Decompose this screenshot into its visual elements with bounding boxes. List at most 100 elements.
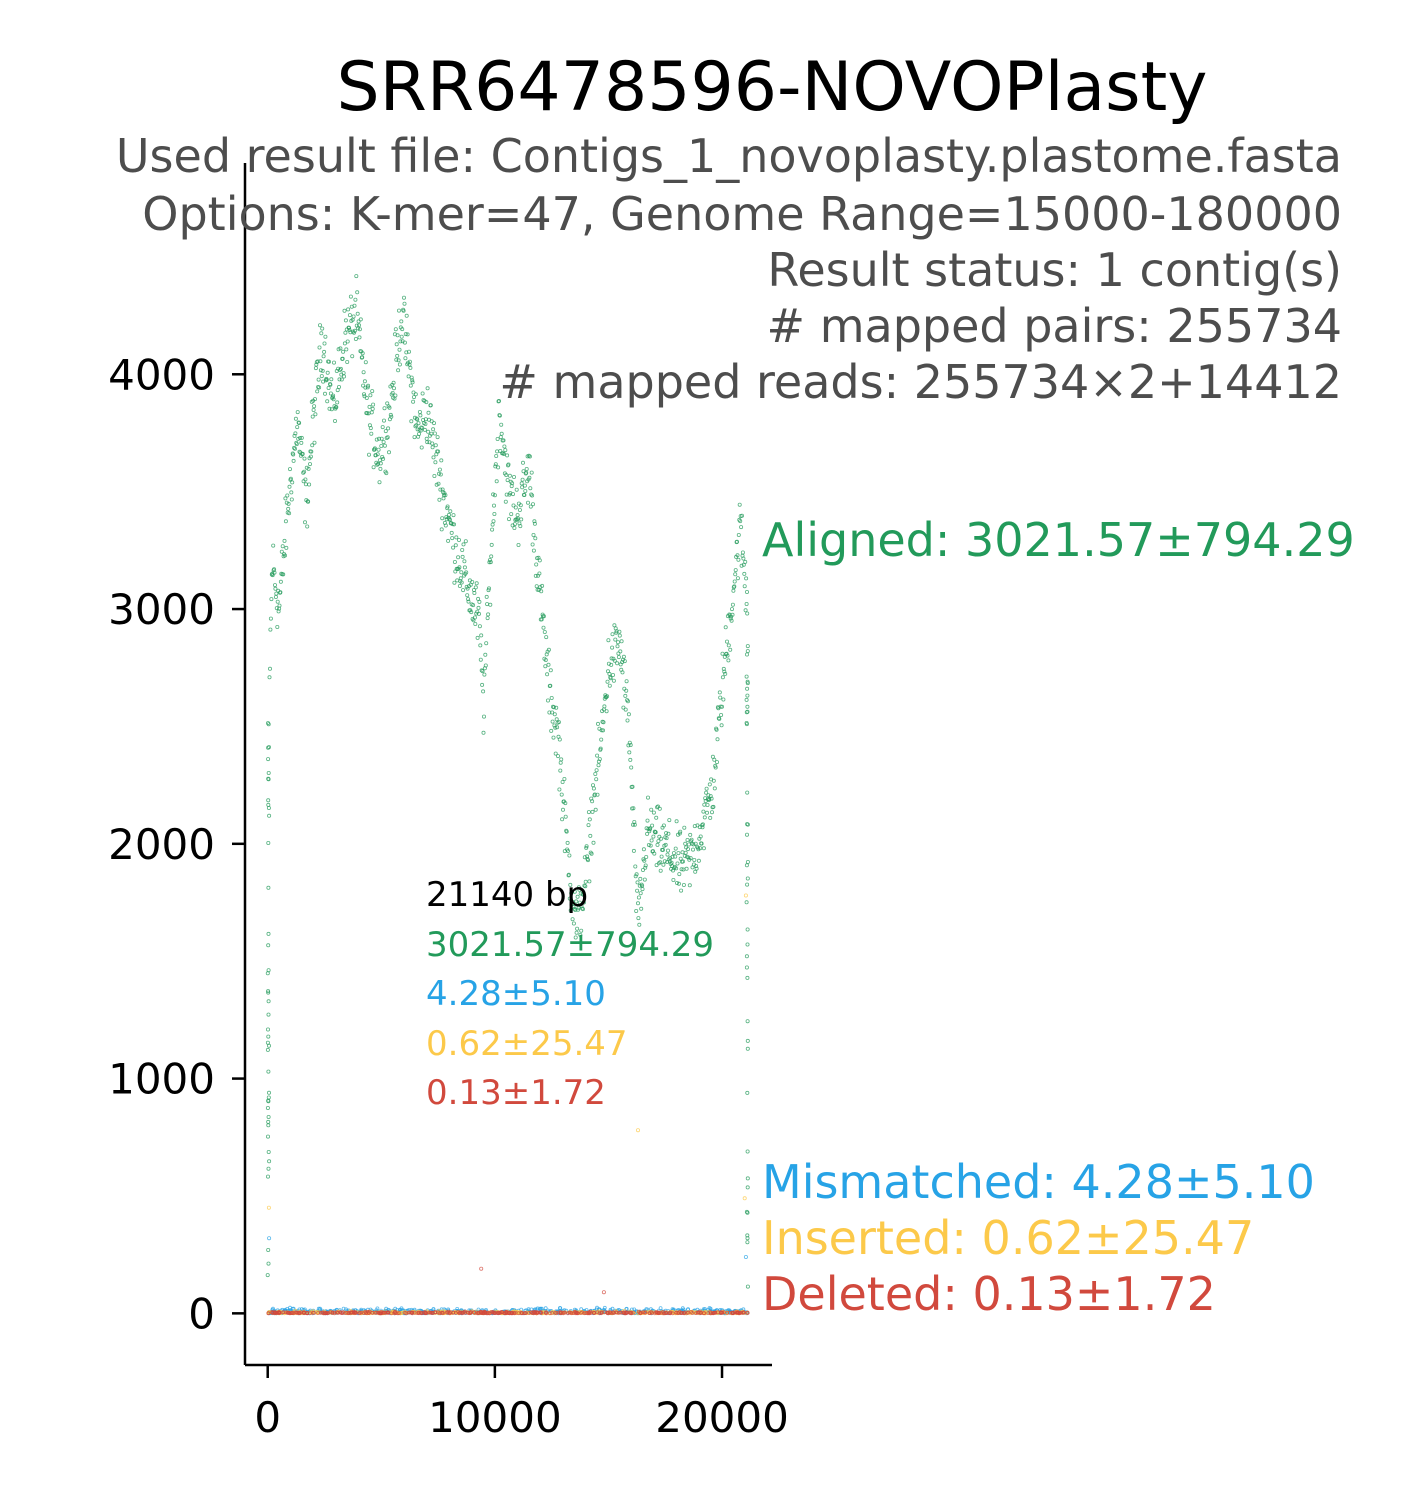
- aligned-point: [621, 654, 626, 659]
- aligned-point: [681, 859, 686, 864]
- aligned-point: [612, 658, 617, 663]
- aligned-point: [610, 632, 615, 637]
- aligned-point: [368, 393, 373, 398]
- aligned-point: [272, 583, 277, 588]
- aligned-point: [548, 683, 553, 688]
- aligned-point: [642, 858, 647, 863]
- aligned-point: [541, 625, 546, 630]
- aligned-point: [643, 865, 648, 870]
- deleted-point: [272, 1310, 277, 1315]
- deleted-point: [445, 1310, 450, 1315]
- aligned-point: [523, 488, 528, 493]
- aligned-point: [563, 801, 568, 806]
- aligned-point: [320, 368, 325, 373]
- aligned-point: [518, 503, 523, 508]
- aligned-point: [581, 900, 586, 905]
- aligned-point: [439, 527, 444, 532]
- aligned-point: [529, 492, 534, 497]
- aligned-point: [347, 313, 352, 318]
- aligned-point: [395, 333, 400, 338]
- inserted-point: [742, 1196, 747, 1201]
- aligned-point: [375, 452, 380, 457]
- aligned-point: [358, 317, 363, 322]
- deleted-point: [503, 1311, 508, 1315]
- aligned-point: [640, 887, 645, 892]
- aligned-point: [582, 855, 587, 860]
- aligned-point: [310, 443, 315, 448]
- aligned-point: [366, 452, 371, 457]
- deleted-point: [477, 1311, 481, 1315]
- aligned-point: [407, 359, 412, 364]
- deleted-point: [676, 1311, 681, 1315]
- mismatched-point: [318, 1306, 323, 1311]
- aligned-point: [651, 834, 656, 839]
- aligned-point: [555, 725, 560, 730]
- aligned-point: [483, 652, 488, 657]
- aligned-point: [550, 719, 555, 724]
- aligned-point: [494, 453, 499, 458]
- aligned-point: [411, 395, 416, 400]
- aligned-point: [692, 858, 697, 863]
- aligned-point: [275, 625, 280, 630]
- aligned-point: [318, 368, 323, 373]
- aligned-point: [745, 927, 750, 932]
- aligned-point: [361, 383, 366, 388]
- aligned-point: [396, 358, 401, 363]
- aligned-point: [621, 705, 626, 710]
- aligned-point: [462, 559, 467, 564]
- aligned-point: [501, 438, 506, 443]
- aligned-point: [646, 795, 651, 800]
- aligned-point: [741, 556, 746, 561]
- deleted-point: [392, 1311, 397, 1316]
- deleted-point: [402, 1310, 407, 1315]
- aligned-point: [551, 705, 556, 710]
- aligned-point: [574, 930, 579, 935]
- aligned-point: [495, 436, 500, 441]
- aligned-point: [691, 847, 696, 852]
- aligned-point: [265, 1174, 270, 1179]
- aligned-point: [587, 817, 592, 822]
- aligned-point: [382, 406, 387, 411]
- aligned-point: [423, 421, 428, 426]
- deleted-point: [479, 1266, 484, 1271]
- deleted-point: [534, 1311, 539, 1316]
- aligned-point: [481, 714, 486, 719]
- aligned-point: [513, 505, 518, 510]
- aligned-point: [266, 841, 271, 846]
- deleted-point: [447, 1310, 452, 1315]
- aligned-point: [744, 965, 749, 970]
- deleted-point: [277, 1311, 282, 1315]
- aligned-point: [452, 580, 457, 585]
- y-tick-label: 2000: [108, 820, 215, 869]
- aligned-point: [584, 845, 589, 850]
- aligned-point: [560, 780, 565, 785]
- aligned-point: [740, 513, 745, 518]
- aligned-point: [698, 834, 703, 839]
- aligned-point: [496, 465, 501, 470]
- aligned-point: [471, 603, 476, 608]
- aligned-point: [617, 633, 622, 638]
- aligned-point: [576, 905, 581, 910]
- aligned-point: [307, 482, 312, 487]
- aligned-point: [529, 470, 534, 475]
- deleted-point: [490, 1310, 495, 1315]
- aligned-point: [519, 481, 524, 486]
- aligned-point: [289, 490, 294, 495]
- aligned-point: [700, 822, 705, 827]
- aligned-point: [268, 627, 273, 632]
- aligned-point: [379, 443, 384, 448]
- aligned-point: [623, 693, 628, 698]
- aligned-point: [534, 562, 539, 567]
- aligned-point: [499, 422, 504, 427]
- aligned-point: [586, 858, 591, 863]
- aligned-point: [631, 806, 636, 811]
- aligned-point: [417, 409, 422, 414]
- aligned-point: [450, 536, 455, 541]
- aligned-point: [739, 525, 744, 530]
- aligned-point: [608, 676, 613, 681]
- aligned-point: [700, 823, 705, 828]
- aligned-point: [646, 843, 651, 848]
- aligned-point: [499, 431, 504, 436]
- aligned-point: [387, 405, 392, 410]
- aligned-point: [711, 804, 716, 809]
